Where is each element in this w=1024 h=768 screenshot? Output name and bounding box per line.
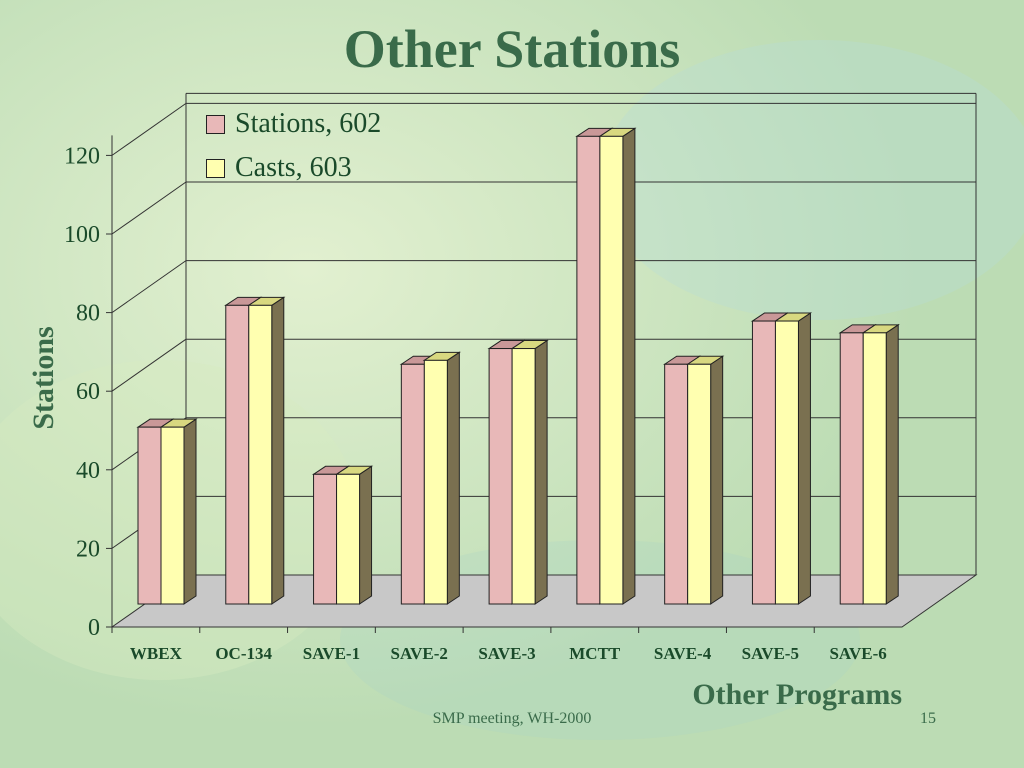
- gridline-side: [111, 338, 187, 392]
- bar-series-2: [511, 348, 536, 605]
- slide-title: Other Stations: [343, 19, 681, 79]
- bar-series-2-side: [534, 339, 548, 605]
- gridline-side: [111, 181, 187, 235]
- legend-swatch-series-1: [206, 114, 225, 134]
- y-tick-label: 80: [76, 301, 100, 327]
- bar-series-2: [687, 363, 712, 605]
- bar-series-1: [488, 348, 513, 605]
- y-tick-label: 0: [88, 615, 100, 641]
- bar-series-1: [751, 320, 776, 605]
- x-axis-label: Other Programs: [692, 678, 902, 711]
- bar-series-1: [313, 473, 338, 605]
- bar-series-1: [576, 135, 601, 605]
- x-tick-label: SAVE-5: [742, 644, 799, 663]
- bar-series-1: [664, 363, 689, 605]
- y-axis-label: Stations: [27, 326, 60, 430]
- bar-series-2-side: [710, 355, 724, 605]
- y-tick-label: 100: [64, 222, 100, 248]
- x-tick-label: WBEX: [130, 644, 183, 663]
- x-tick-label: SAVE-6: [829, 644, 886, 663]
- legend-item-series-1: Stations, 602: [206, 104, 381, 144]
- legend-label-series-1: Stations, 602: [235, 108, 382, 139]
- page-number: 15: [920, 710, 936, 727]
- legend-label-series-2: Casts, 603: [235, 152, 352, 183]
- bar-series-2: [160, 426, 185, 605]
- bar-series-2: [862, 332, 887, 605]
- bar-series-1: [225, 304, 250, 605]
- x-tick-label: SAVE-3: [478, 644, 535, 663]
- y-tick-label: 60: [76, 379, 100, 405]
- y-tick-label: 20: [76, 536, 100, 562]
- bar-series-1: [137, 426, 162, 605]
- y-tick-label: 40: [76, 458, 100, 484]
- y-tick-label: 120: [64, 143, 100, 169]
- gridline-side: [111, 260, 187, 314]
- legend-item-series-2: Casts, 603: [206, 148, 352, 188]
- x-tick-label: SAVE-4: [654, 644, 712, 663]
- gridline-side: [111, 102, 187, 156]
- bar-series-2-side: [885, 323, 899, 605]
- slide-footer: SMP meeting, WH-2000: [432, 710, 592, 727]
- bar-series-2-side: [183, 418, 197, 605]
- x-tick-label: MCTT: [569, 644, 621, 663]
- bar-series-2: [248, 304, 273, 605]
- bar-series-2-side: [446, 351, 460, 605]
- bar-series-2-side: [271, 296, 285, 605]
- bar-series-1: [400, 363, 425, 605]
- x-tick-label: SAVE-2: [391, 644, 448, 663]
- x-tick-label: SAVE-1: [303, 644, 360, 663]
- bar-series-2-side: [622, 127, 636, 605]
- bar-series-2: [774, 320, 799, 605]
- x-tick-label: OC-134: [215, 644, 272, 663]
- bar-series-1: [839, 332, 864, 605]
- bar-series-2: [599, 135, 624, 605]
- bar-series-2: [423, 359, 448, 605]
- bar-series-2-side: [359, 465, 373, 605]
- bar-series-2-side: [797, 312, 811, 605]
- chart-legend: Stations, 602 Casts, 603: [196, 100, 420, 188]
- legend-swatch-series-2: [206, 158, 225, 178]
- bar-series-2: [336, 473, 361, 605]
